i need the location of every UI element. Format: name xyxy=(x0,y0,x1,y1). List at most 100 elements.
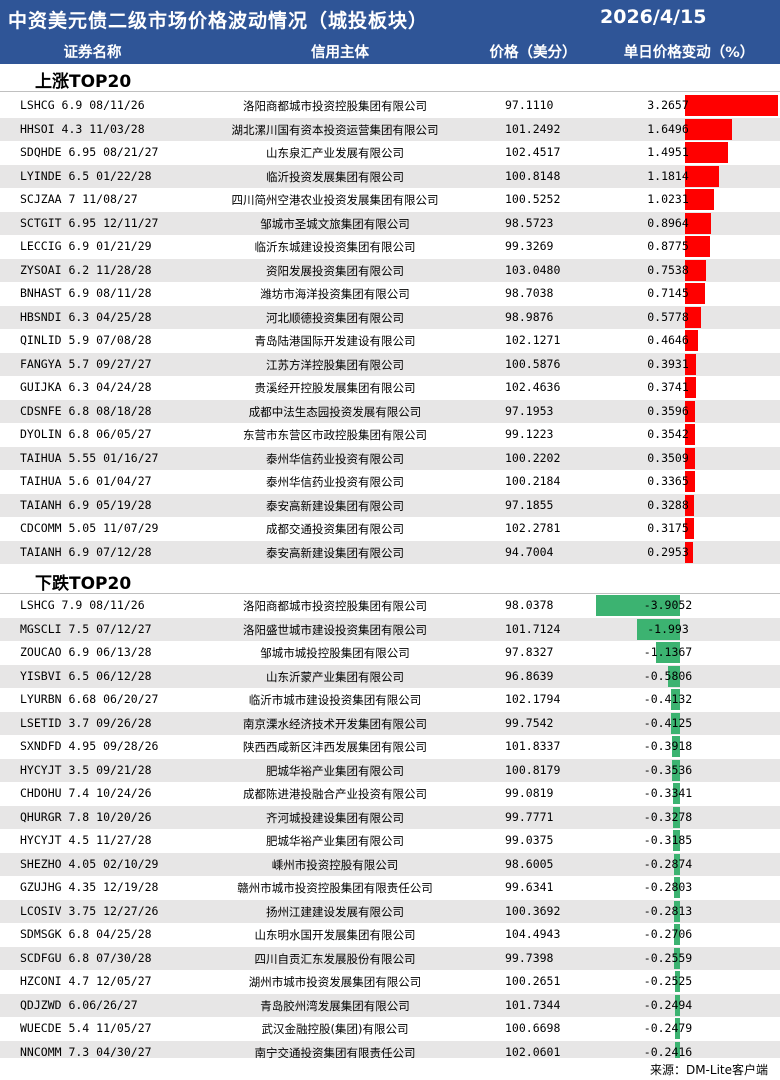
change-value-cell: 0.7145 xyxy=(647,286,689,300)
change-bar-up xyxy=(685,494,695,516)
change-bar-up xyxy=(685,236,710,257)
table-row: LYINDE 6.5 01/22/28 临沂投资发展集团有限公司 100.8148 1… xyxy=(0,164,780,188)
change-bar-down xyxy=(671,712,680,734)
change-value-cell: 0.3741 xyxy=(647,380,689,394)
issuer-cell: 嵊州市投资控股有限公司 xyxy=(271,857,399,872)
issuer-cell: 齐河城投建设集团有限公司 xyxy=(266,810,404,825)
price-cell: 102.4636 xyxy=(505,380,561,394)
table-row: SCTGIT 6.95 12/11/27 邹城市圣城文旅集团有限公司 98.5723… xyxy=(0,211,780,235)
issuer-cell: 泰安高新建设集团有限公司 xyxy=(266,498,404,513)
price-cell: 99.7398 xyxy=(505,950,554,965)
price-cell: 102.0601 xyxy=(505,1044,561,1059)
price-cell: 100.3692 xyxy=(505,903,561,918)
price-cell: 99.6341 xyxy=(505,880,554,894)
table-row: SCJZAA 7 11/08/27 四川简州空港农业投资发展集团有限公司 100.5… xyxy=(0,188,780,212)
table-row: GUIJKA 6.3 04/24/28 贵溪经开控股发展集团有限公司 102.463… xyxy=(0,376,780,400)
table-row: SCDFGU 6.8 07/30/28 四川自贡汇东发展股份有限公司 99.7398… xyxy=(0,946,780,970)
price-cell: 99.3269 xyxy=(505,239,554,253)
issuer-cell: 泰安高新建设集团有限公司 xyxy=(266,545,404,560)
price-cell: 100.2184 xyxy=(505,474,561,488)
header-security-name: 证券名称 xyxy=(63,45,122,61)
table-row: SHEZHO 4.05 02/10/29 嵊州市投资控股有限公司 98.6005 -0… xyxy=(0,852,780,876)
table-row: QHURGR 7.8 10/20/26 齐河城投建设集团有限公司 99.7771 -0… xyxy=(0,805,780,829)
change-value-cell: 0.3596 xyxy=(647,403,689,418)
issuer-cell: 成都中法生态园投资发展有限公司 xyxy=(248,404,422,419)
issuer-cell: 扬州江建建设发展有限公司 xyxy=(266,904,404,919)
change-bar-up xyxy=(685,283,706,304)
table-row: YISBVI 6.5 06/12/28 山东沂蒙产业集团有限公司 96.8639 -0… xyxy=(0,664,780,688)
issuer-cell: 泰州华信药业投资有限公司 xyxy=(266,451,404,466)
change-bar-up xyxy=(685,541,694,563)
table-row: CHDOHU 7.4 10/24/26 成都陈进港投融合产业投资有限公司 99.08… xyxy=(0,782,780,806)
security-name-cell: FANGYA 5.7 09/27/27 xyxy=(20,356,152,371)
table-row: GZUJHG 4.35 12/19/28 赣州市城市投资控股集团有限责任公司 99.… xyxy=(0,876,780,900)
issuer-cell: 青岛胶州湾发展集团有限公司 xyxy=(260,998,410,1013)
change-value-cell: 0.3365 xyxy=(647,474,689,488)
change-bar-down xyxy=(674,971,680,992)
change-value-cell: -0.3185 xyxy=(643,833,693,847)
change-bar-up xyxy=(685,259,707,281)
price-cell: 99.0819 xyxy=(505,786,554,800)
security-name-cell: SCDFGU 6.8 07/30/28 xyxy=(20,950,152,965)
issuer-cell: 邹城市城投控股集团有限公司 xyxy=(260,646,410,660)
section-losers-label: 下跌TOP20 xyxy=(35,574,132,594)
change-value-cell: -0.2559 xyxy=(643,950,693,965)
issuer-cell: 邹城市圣城文旅集团有限公司 xyxy=(260,216,410,231)
change-value-cell: -0.3341 xyxy=(643,786,693,800)
security-name-cell: HHSOI 4.3 11/03/28 xyxy=(20,121,145,136)
issuer-cell: 山东沂蒙产业集团有限公司 xyxy=(266,669,404,684)
security-name-cell: QHURGR 7.8 10/20/26 xyxy=(20,809,152,824)
change-bar-down xyxy=(596,595,680,616)
issuer-cell: 武汉金融控股(集团)有限公司 xyxy=(261,1022,409,1036)
price-cell: 98.9876 xyxy=(505,309,554,324)
change-value-cell: -0.3918 xyxy=(643,739,693,753)
page-title: 中资美元债二级市场价格波动情况（城投板块） xyxy=(8,10,429,32)
price-cell: 102.1271 xyxy=(505,333,561,347)
issuer-cell: 临沂市城市建设投资集团有限公司 xyxy=(248,693,422,707)
security-name-cell: HBSNDI 6.3 04/25/28 xyxy=(20,309,152,324)
change-value-cell: 0.3509 xyxy=(647,450,689,465)
table-row: SDQHDE 6.95 08/21/27 山东泉汇产业发展有限公司 102.4517… xyxy=(0,141,780,165)
security-name-cell: HYCYJT 4.5 11/27/28 xyxy=(20,833,152,847)
header-price: 价格（美分） xyxy=(489,45,577,61)
change-value-cell: 0.8964 xyxy=(647,215,689,230)
price-cell: 102.2781 xyxy=(505,521,561,535)
change-bar-down xyxy=(672,783,680,804)
issuer-cell: 湖北漯川国有资本投资运营集团有限公司 xyxy=(231,122,439,137)
table-row: CDCOMM 5.05 11/07/29 成都交通投资集团有限公司 102.2781… xyxy=(0,517,780,541)
price-cell: 97.1855 xyxy=(505,497,554,512)
price-cell: 98.7038 xyxy=(505,286,554,300)
issuer-cell: 潍坊市海洋投资集团有限公司 xyxy=(260,287,410,301)
change-value-cell: -1.1367 xyxy=(643,645,693,659)
issuer-cell: 山东泉汇产业发展有限公司 xyxy=(266,146,404,160)
change-value-cell: 0.3931 xyxy=(647,356,689,371)
table-row: QINLID 5.9 07/08/28 青岛陆港国际开发建设有限公司 102.127… xyxy=(0,329,780,353)
issuer-cell: 洛阳商都城市投资控股集团有限公司 xyxy=(243,599,427,613)
security-name-cell: TAIANH 6.9 05/19/28 xyxy=(20,497,152,512)
issuer-cell: 肥城华裕产业集团有限公司 xyxy=(266,763,404,778)
issuer-cell: 南宁交通投资集团有限责任公司 xyxy=(254,1045,416,1060)
price-cell: 97.1110 xyxy=(505,98,554,112)
change-value-cell: -0.2813 xyxy=(643,903,693,918)
change-bar-up xyxy=(685,330,699,351)
table-row: HYCYJT 4.5 11/27/28 肥城华裕产业集团有限公司 99.0375 -0… xyxy=(0,829,780,853)
issuer-cell: 山东明水国开发展集团有限公司 xyxy=(254,928,416,942)
price-cell: 100.5252 xyxy=(505,192,561,206)
table-row: HYCYJT 3.5 09/21/28 肥城华裕产业集团有限公司 100.8179 -… xyxy=(0,758,780,782)
change-value-cell: 0.3175 xyxy=(647,521,689,535)
change-value-cell: -0.4132 xyxy=(643,692,693,706)
change-value-cell: -0.2803 xyxy=(643,880,693,894)
price-cell: 98.5723 xyxy=(505,215,554,230)
issuer-cell: 成都交通投资集团有限公司 xyxy=(266,522,404,536)
price-cell: 100.5876 xyxy=(505,356,561,371)
change-value-cell: 0.3542 xyxy=(647,427,689,441)
table-row: HHSOI 4.3 11/03/28 湖北漯川国有资本投资运营集团有限公司 101.… xyxy=(0,117,780,141)
table-row: LSETID 3.7 09/26/28 南京溧水经济技术开发集团有限公司 99.75… xyxy=(0,711,780,735)
header-daily-change: 单日价格变动（%） xyxy=(623,45,755,61)
price-cell: 101.8337 xyxy=(505,739,561,753)
table-row: ZYSOAI 6.2 11/28/28 资阳发展投资集团有限公司 103.0480 0… xyxy=(0,258,780,282)
issuer-cell: 成都陈进港投融合产业投资有限公司 xyxy=(243,787,427,801)
change-bar-down xyxy=(672,806,680,828)
change-value-cell: 0.3288 xyxy=(647,497,689,512)
table-row: SXNDFD 4.95 09/28/26 陕西西咸新区沣西发展集团有限公司 101.… xyxy=(0,735,780,759)
